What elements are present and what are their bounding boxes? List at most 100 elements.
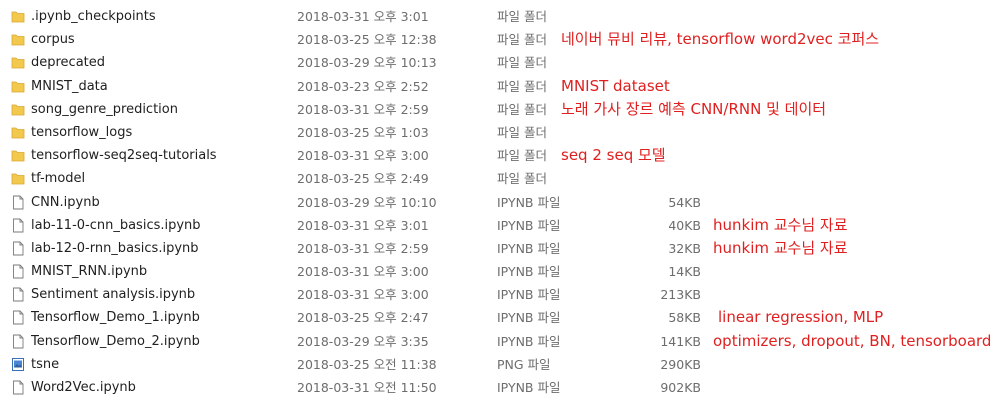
file-name[interactable]: Sentiment analysis.ipynb bbox=[31, 287, 196, 303]
file-name[interactable]: lab-11-0-cnn_basics.ipynb bbox=[31, 217, 201, 233]
file-type: PNG 파일 bbox=[497, 356, 551, 372]
file-size: 141KB bbox=[660, 333, 701, 349]
annotation-note: 노래 가사 장르 예측 CNN/RNN 및 데이터 bbox=[561, 99, 827, 118]
file-type: 파일 폴더 bbox=[497, 32, 547, 48]
annotation-note: MNIST dataset bbox=[561, 76, 670, 95]
file-type: 파일 폴더 bbox=[497, 55, 547, 71]
modified-date: 2018-03-25 오후 2:47 bbox=[297, 310, 429, 326]
file-name[interactable]: Tensorflow_Demo_1.ipynb bbox=[31, 310, 200, 326]
file-icon bbox=[13, 195, 24, 209]
file-type: 파일 폴더 bbox=[497, 9, 547, 24]
annotation-note: 네이버 뮤비 리뷰, tensorflow word2vec 코퍼스 bbox=[561, 30, 880, 49]
modified-date: 2018-03-29 오후 10:10 bbox=[297, 194, 437, 210]
file-icon bbox=[13, 287, 24, 302]
file-row[interactable]: .ipynb_checkpoints 2018-03-31 오후 3:01 파일… bbox=[0, 5, 1003, 28]
modified-date: 2018-03-31 오후 3:01 bbox=[297, 9, 429, 24]
file-type: 파일 폴더 bbox=[497, 78, 547, 94]
modified-date: 2018-03-25 오전 11:38 bbox=[297, 356, 437, 372]
file-name[interactable]: tensorflow-seq2seq-tutorials bbox=[31, 148, 217, 164]
annotation-note: hunkim 교수님 자료 bbox=[713, 238, 848, 257]
folder-icon bbox=[11, 173, 25, 185]
file-row[interactable]: song_genre_prediction 2018-03-31 오후 2:59… bbox=[0, 98, 1003, 121]
modified-date: 2018-03-25 오후 1:03 bbox=[297, 124, 429, 140]
file-list: .ipynb_checkpoints 2018-03-31 오후 3:01 파일… bbox=[0, 5, 1003, 399]
file-type: IPYNB 파일 bbox=[497, 217, 561, 233]
file-row[interactable]: MNIST_RNN.ipynb 2018-03-31 오후 3:00 IPYNB… bbox=[0, 260, 1003, 283]
file-row[interactable]: MNIST_data 2018-03-23 오후 2:52 파일 폴더 MNIS… bbox=[0, 75, 1003, 98]
file-type: IPYNB 파일 bbox=[497, 287, 561, 303]
file-size: 58KB bbox=[668, 310, 701, 326]
folder-icon bbox=[11, 34, 25, 46]
file-icon bbox=[13, 380, 24, 395]
file-name[interactable]: tsne bbox=[31, 356, 60, 372]
image-file-icon bbox=[12, 357, 24, 371]
annotation-note: linear regression, MLP bbox=[718, 308, 884, 327]
file-type: IPYNB 파일 bbox=[497, 194, 561, 210]
file-name[interactable]: MNIST_data bbox=[31, 78, 108, 94]
file-icon bbox=[13, 334, 24, 349]
folder-icon bbox=[11, 104, 25, 116]
modified-date: 2018-03-29 오후 10:13 bbox=[297, 55, 437, 71]
file-icon bbox=[13, 310, 24, 325]
file-type: IPYNB 파일 bbox=[497, 264, 561, 280]
modified-date: 2018-03-25 오후 12:38 bbox=[297, 32, 437, 48]
file-name[interactable]: song_genre_prediction bbox=[31, 101, 178, 117]
file-type: IPYNB 파일 bbox=[497, 310, 561, 326]
folder-icon bbox=[11, 81, 25, 92]
file-name[interactable]: tf-model bbox=[31, 171, 86, 187]
file-row[interactable]: lab-11-0-cnn_basics.ipynb 2018-03-31 오후 … bbox=[0, 214, 1003, 237]
file-row[interactable]: tf-model 2018-03-25 오후 2:49 파일 폴더 bbox=[0, 167, 1003, 190]
modified-date: 2018-03-31 오후 2:59 bbox=[297, 240, 429, 256]
file-size: 902KB bbox=[660, 380, 701, 395]
modified-date: 2018-03-31 오후 3:01 bbox=[297, 217, 429, 233]
annotation-note: hunkim 교수님 자료 bbox=[713, 215, 848, 234]
file-name[interactable]: .ipynb_checkpoints bbox=[31, 9, 156, 24]
file-icon bbox=[13, 241, 24, 256]
annotation-note: seq 2 seq 모델 bbox=[561, 146, 666, 165]
modified-date: 2018-03-31 오후 3:00 bbox=[297, 264, 429, 280]
modified-date: 2018-03-25 오후 2:49 bbox=[297, 171, 429, 187]
file-size: 32KB bbox=[668, 240, 701, 256]
file-name[interactable]: Tensorflow_Demo_2.ipynb bbox=[31, 333, 200, 349]
file-name[interactable]: tensorflow_logs bbox=[31, 124, 133, 140]
file-row[interactable]: corpus 2018-03-25 오후 12:38 파일 폴더 네이버 뮤비 … bbox=[0, 28, 1003, 51]
file-type: 파일 폴더 bbox=[497, 101, 547, 117]
file-name[interactable]: CNN.ipynb bbox=[31, 194, 100, 210]
file-name[interactable]: deprecated bbox=[31, 55, 106, 71]
file-type: IPYNB 파일 bbox=[497, 380, 561, 395]
file-name[interactable]: MNIST_RNN.ipynb bbox=[31, 264, 148, 280]
file-type: IPYNB 파일 bbox=[497, 240, 561, 256]
file-row[interactable]: lab-12-0-rnn_basics.ipynb 2018-03-31 오후 … bbox=[0, 237, 1003, 260]
modified-date: 2018-03-29 오후 3:35 bbox=[297, 333, 429, 349]
file-icon bbox=[13, 218, 24, 233]
modified-date: 2018-03-31 오후 3:00 bbox=[297, 287, 429, 303]
file-row[interactable]: tensorflow-seq2seq-tutorials 2018-03-31 … bbox=[0, 144, 1003, 167]
file-name[interactable]: lab-12-0-rnn_basics.ipynb bbox=[31, 240, 199, 256]
file-row[interactable]: tensorflow_logs 2018-03-25 오후 1:03 파일 폴더 bbox=[0, 121, 1003, 144]
file-row[interactable]: tsne 2018-03-25 오전 11:38 PNG 파일 290KB bbox=[0, 353, 1003, 376]
file-name[interactable]: Word2Vec.ipynb bbox=[31, 380, 136, 395]
annotation-note: optimizers, dropout, BN, tensorboard bbox=[713, 331, 992, 350]
folder-icon bbox=[11, 11, 25, 23]
file-row[interactable]: Tensorflow_Demo_1.ipynb 2018-03-25 오후 2:… bbox=[0, 306, 1003, 329]
file-size: 40KB bbox=[668, 217, 701, 233]
file-row[interactable]: deprecated 2018-03-29 오후 10:13 파일 폴더 bbox=[0, 51, 1003, 74]
file-size: 14KB bbox=[668, 264, 701, 280]
modified-date: 2018-03-31 오전 11:50 bbox=[297, 380, 437, 395]
modified-date: 2018-03-23 오후 2:52 bbox=[297, 78, 429, 94]
file-type: 파일 폴더 bbox=[497, 124, 547, 140]
folder-icon bbox=[11, 150, 25, 162]
file-type: IPYNB 파일 bbox=[497, 333, 561, 349]
file-type: 파일 폴더 bbox=[497, 148, 547, 164]
file-row[interactable]: Tensorflow_Demo_2.ipynb 2018-03-29 오후 3:… bbox=[0, 330, 1003, 353]
file-size: 54KB bbox=[668, 194, 701, 210]
file-row[interactable]: Word2Vec.ipynb 2018-03-31 오전 11:50 IPYNB… bbox=[0, 376, 1003, 399]
file-row[interactable]: Sentiment analysis.ipynb 2018-03-31 오후 3… bbox=[0, 283, 1003, 306]
file-name[interactable]: corpus bbox=[31, 32, 75, 48]
modified-date: 2018-03-31 오후 2:59 bbox=[297, 101, 429, 117]
folder-icon bbox=[11, 127, 25, 139]
modified-date: 2018-03-31 오후 3:00 bbox=[297, 148, 429, 164]
file-type: 파일 폴더 bbox=[497, 171, 547, 187]
file-row[interactable]: CNN.ipynb 2018-03-29 오후 10:10 IPYNB 파일 5… bbox=[0, 191, 1003, 214]
folder-icon bbox=[11, 57, 25, 69]
